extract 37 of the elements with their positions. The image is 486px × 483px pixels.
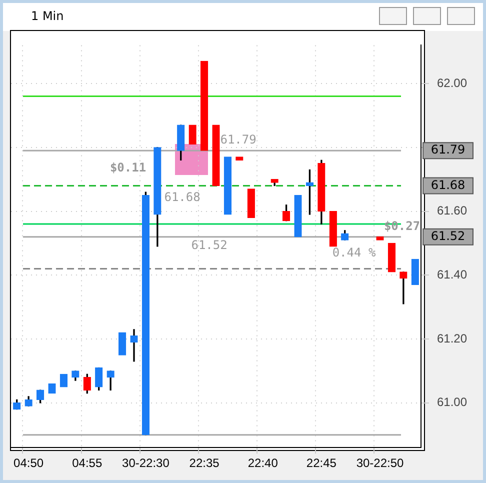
x-tick-label: 04:50: [14, 456, 44, 470]
ref-line-label: 61.68: [430, 178, 466, 192]
candlestick: [212, 124, 220, 186]
candlestick: [329, 210, 337, 247]
candlestick: [200, 60, 208, 151]
y-tick-label: 61.40: [437, 267, 468, 282]
y-tick-label: 61.60: [437, 204, 468, 218]
chart-title: 1 Min: [31, 9, 64, 23]
y-tick-label: 61.20: [437, 331, 468, 346]
candlestick: [188, 124, 196, 145]
x-tick-label: 30-22:50: [356, 456, 404, 470]
ref-line-label: 61.79: [430, 142, 466, 157]
annotation: $0.11: [110, 160, 146, 175]
candlestick: [400, 272, 408, 304]
annotation: 61.52: [191, 238, 228, 252]
candlestick: [388, 242, 396, 272]
x-tick-label: 30-22:30: [122, 456, 170, 470]
x-tick-label: 22:35: [189, 456, 220, 470]
annotation: 0.44 %: [332, 245, 376, 260]
annotation: 61.68: [164, 190, 200, 204]
candlestick: [118, 332, 126, 356]
candlestick: [247, 188, 255, 218]
x-tick-label: 04:55: [72, 456, 102, 470]
candlestick: [60, 374, 68, 388]
x-tick-label: 22:40: [248, 456, 278, 470]
candlestick: [376, 236, 384, 240]
annotation: 61.79: [220, 132, 256, 147]
annotation: $0.27: [384, 218, 420, 233]
candlestick: [130, 329, 138, 362]
ref-line-label: 61.52: [430, 228, 466, 243]
candlestick: [224, 156, 232, 215]
candlestick: [294, 194, 302, 238]
candlestick: [236, 156, 244, 160]
candlestick: [411, 258, 419, 286]
y-tick-label: 61.00: [437, 395, 468, 410]
x-tick-label: 22:45: [306, 456, 337, 470]
y-tick-label: 62.00: [437, 76, 468, 90]
